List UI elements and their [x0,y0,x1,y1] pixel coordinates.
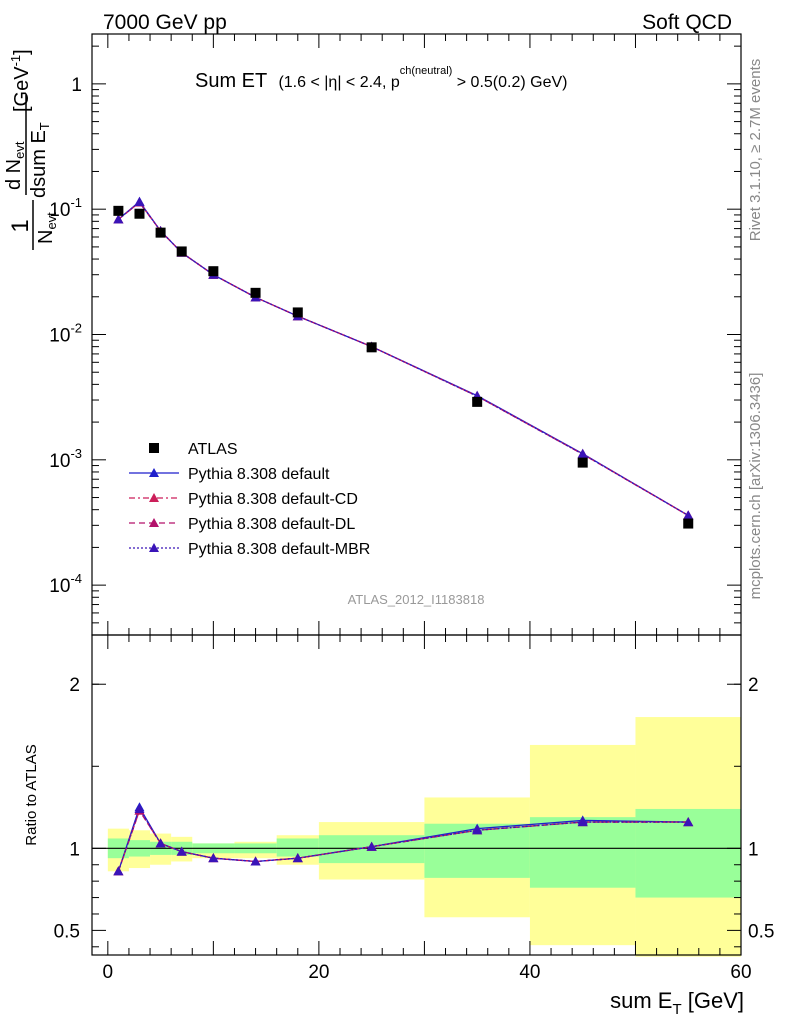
ratio-point-3-1 [134,803,145,813]
atlas-point-8 [472,396,483,407]
y-tick-label: 10-3 [49,446,82,472]
y-tick-label: 10-1 [49,195,82,221]
atlas-point-7 [366,342,377,353]
header-right: Soft QCD [642,11,732,34]
atlas-point-5 [250,287,261,298]
atlas-point-9 [577,457,588,468]
atlas-point-6 [292,307,303,318]
ratio-y-tick-label: 2 [69,675,80,696]
rivet-label: Rivet 3.1.10, ≥ 2.7M events [747,59,764,242]
x-tick-label: 0 [103,962,114,983]
legend-label: Pythia 8.308 default-DL [188,516,355,533]
ratio-band-inner [276,838,319,857]
title-main: Sum ET [195,70,267,92]
main-point-4-9 [577,449,588,459]
ylabel-nevt: Nevt [35,212,59,244]
ylabel-dsum: dsum ET [28,122,52,198]
ylabel-unit: [GeV-1] [8,49,33,112]
x-tick-label: 60 [730,962,751,983]
ratio-point-3-3 [176,846,187,856]
atlas-point-10 [683,518,694,529]
ratio-point-3-6 [292,853,303,863]
ratio-axes: 0.5 0.51 12 20 20 40 60 [54,634,774,983]
legend-marker [149,543,159,552]
main-line-pythia-8.308-default-dl [117,201,689,516]
ratio-y-tick-label-right: 0.5 [748,921,774,942]
legend-marker [149,518,159,527]
ratio-band-inner [529,817,636,888]
main-panel [113,196,694,529]
ratio-point-3-2 [155,838,166,848]
ratio-point-3-4 [208,853,219,863]
analysis-id: ATLAS_2012_I1183818 [348,592,485,607]
ratio-line-pythia-8.308-default-mbr [117,807,689,872]
main-series-group [113,196,694,529]
legend: ATLAS Pythia 8.308 default Pythia 8.308 de… [129,441,370,558]
y-tick-label: 1 [71,75,82,96]
ratio-frame [91,634,742,956]
main-point-4-1 [134,197,145,207]
ratio-point-3-9 [577,817,588,827]
plot-title: Sum ET (1.6 < |η| < 2.4, pch(neutral) > … [195,65,567,92]
y-axis-label-main: 1 Nevt d Nevt dsum ET [GeV-1] [3,49,59,250]
atlas-point-0 [113,205,124,216]
x-axis-label: sum ET [GeV] [610,988,744,1018]
ratio-y-tick-label-right: 1 [748,839,759,860]
ratio-point-3-10 [683,817,694,827]
ratio-bands [92,717,741,957]
legend-marker [149,468,159,477]
ratio-point-3-8 [472,825,483,835]
title-cut-c: > 0.5(0.2) GeV) [452,74,567,91]
y-tick-label: 10-2 [49,321,82,347]
atlas-point-3 [176,246,187,257]
legend-label: Pythia 8.308 default [188,466,330,483]
main-point-4-10 [683,510,694,520]
x-tick-label: 40 [519,962,540,983]
mcplots-label: mcplots.cern.ch [arXiv:1306.3436] [747,373,764,600]
ratio-y-tick-label: 0.5 [54,921,80,942]
y-tick-label: 10-4 [49,571,82,597]
ratio-y-tick-label-right: 2 [748,675,759,696]
main-point-4-0 [113,214,124,224]
ratio-y-tick-label: 1 [69,839,80,860]
ratio-point-3-0 [113,866,124,876]
x-tick-label: 20 [308,962,329,983]
ratio-point-3-7 [366,841,377,851]
legend-marker [149,493,159,502]
legend-label: Pythia 8.308 default-CD [188,491,358,508]
ratio-point-3-5 [250,856,261,866]
atlas-point-2 [155,227,166,238]
ylabel-one: 1 [7,219,34,232]
legend-marker-atlas [149,443,159,453]
title-cut-a: (1.6 < | [278,74,328,91]
y-axis-label-ratio: Ratio to ATLAS [23,744,40,845]
legend-label: Pythia 8.308 default-MBR [188,541,370,558]
atlas-point-4 [208,266,219,277]
title-cut-b: | < 2.4, p [337,74,400,91]
ylabel-dn: d Nevt [3,141,27,190]
atlas-point-1 [134,208,145,219]
header-left: 7000 GeV pp [103,11,227,34]
title-sup: ch(neutral) [400,65,453,77]
legend-label: ATLAS [188,441,238,458]
title-eta: η [328,74,337,91]
ratio-series-group [113,802,694,876]
